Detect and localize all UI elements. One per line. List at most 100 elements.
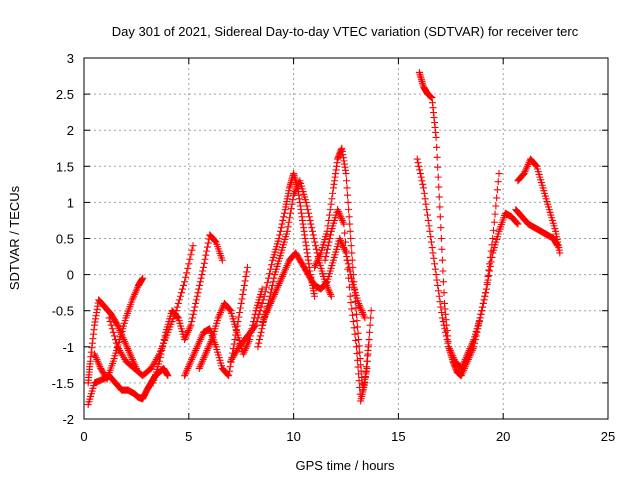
data-point <box>280 213 288 221</box>
data-point <box>350 324 358 332</box>
data-point <box>110 332 118 340</box>
data-point <box>492 202 500 210</box>
data-point <box>185 260 193 268</box>
data-point <box>312 245 320 253</box>
data-point <box>196 278 204 286</box>
data-point <box>184 264 192 272</box>
data-point <box>431 260 439 268</box>
data-point <box>254 343 262 351</box>
data-point <box>439 318 447 326</box>
series-arc-2 <box>84 364 172 409</box>
data-point <box>414 159 422 167</box>
data-point <box>188 246 196 254</box>
data-point <box>325 238 333 246</box>
data-point <box>342 170 350 178</box>
data-point <box>437 224 445 232</box>
data-point <box>327 292 335 300</box>
data-point <box>350 278 358 286</box>
y-axis-label: SDTVAR / TECUs <box>7 185 22 290</box>
data-point <box>354 329 362 337</box>
data-point <box>494 178 502 186</box>
data-point <box>310 235 318 242</box>
data-point <box>275 235 283 242</box>
data-point <box>491 210 499 218</box>
data-point <box>345 283 353 291</box>
data-point <box>340 220 348 228</box>
y-tick-label: 2.5 <box>56 87 74 102</box>
data-point <box>434 281 442 289</box>
data-point <box>425 222 433 230</box>
data-point <box>556 249 564 257</box>
data-point <box>433 276 441 284</box>
data-point <box>242 272 250 280</box>
data-point <box>106 318 114 326</box>
data-point <box>155 357 163 365</box>
data-point <box>426 227 434 235</box>
data-point <box>329 189 337 197</box>
data-point <box>322 253 330 261</box>
data-point <box>276 231 284 239</box>
data-point <box>286 209 294 217</box>
data-point <box>486 262 494 270</box>
data-point <box>181 278 189 286</box>
data-point <box>302 198 310 206</box>
y-tick-label: -2 <box>62 412 74 427</box>
data-point <box>415 162 423 170</box>
data-point <box>353 317 361 325</box>
data-point <box>484 276 492 284</box>
data-point <box>341 238 349 246</box>
data-point <box>269 278 277 286</box>
data-point <box>413 155 421 163</box>
data-point <box>174 313 182 321</box>
data-point <box>160 336 168 344</box>
data-point <box>289 196 297 204</box>
data-point <box>259 296 267 304</box>
data-point <box>192 299 200 307</box>
data-point <box>268 281 276 289</box>
data-point <box>349 311 357 319</box>
data-point <box>431 265 439 273</box>
data-point <box>174 299 182 307</box>
series-arc-3 <box>90 274 147 383</box>
data-point <box>439 278 447 286</box>
data-point <box>437 235 445 242</box>
data-point <box>189 242 197 250</box>
data-point <box>352 304 360 312</box>
data-point <box>192 296 200 304</box>
series-arc-12 <box>321 206 373 405</box>
y-tick-label: 3 <box>67 51 74 66</box>
data-point <box>187 251 195 259</box>
data-point <box>159 343 167 351</box>
data-point <box>423 206 431 214</box>
data-point <box>436 213 444 221</box>
data-point <box>438 309 446 317</box>
y-tick-labels: -2 -1.5 -1 -0.5 0 0.5 1 1.5 2 2.5 3 <box>52 51 74 427</box>
series-arc-16 <box>512 206 562 250</box>
data-point <box>139 274 147 282</box>
data-point <box>442 332 450 340</box>
data-point <box>259 321 267 329</box>
data-point <box>438 256 446 264</box>
data-point <box>111 336 119 344</box>
data-point <box>186 255 194 263</box>
data-point <box>440 289 448 297</box>
data-point <box>427 233 435 241</box>
data-point <box>225 372 233 380</box>
data-point <box>479 299 487 307</box>
data-point <box>257 328 265 336</box>
data-point <box>345 213 353 221</box>
data-point <box>113 320 121 328</box>
data-points <box>84 68 564 409</box>
data-point <box>485 272 493 280</box>
data-point <box>488 253 496 261</box>
data-point <box>105 314 113 322</box>
data-point <box>183 269 191 277</box>
data-point <box>326 206 334 214</box>
data-point <box>435 292 443 300</box>
data-point <box>422 200 430 208</box>
data-point <box>236 309 244 317</box>
data-point <box>354 356 362 364</box>
data-point <box>328 195 336 203</box>
data-point <box>256 332 264 340</box>
data-point <box>493 194 501 202</box>
